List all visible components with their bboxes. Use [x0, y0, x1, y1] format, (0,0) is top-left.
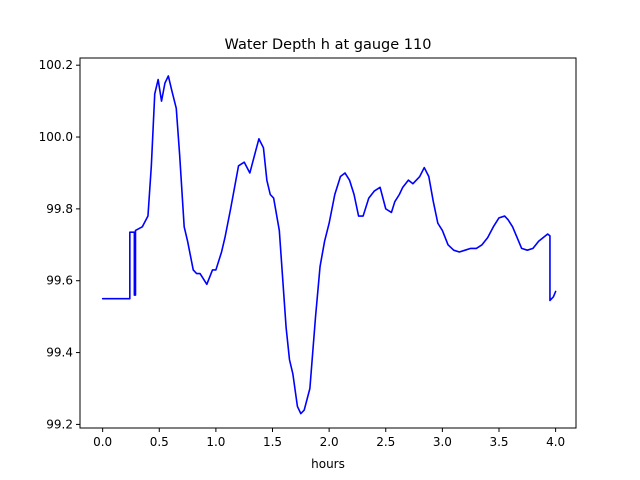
chart-title: Water Depth h at gauge 110: [225, 37, 432, 53]
x-tick-label: 3.0: [433, 435, 452, 449]
x-tick-label: 4.0: [546, 435, 565, 449]
series-layer: [101, 75, 557, 415]
x-tick-label: 0.0: [93, 435, 112, 449]
x-tick-label: 2.5: [376, 435, 395, 449]
series-line-1: [101, 75, 557, 415]
x-tick-label: 3.5: [489, 435, 508, 449]
y-tick-label: 99.8: [46, 202, 73, 216]
x-tick-label: 0.5: [150, 435, 169, 449]
x-axis-label: hours: [311, 457, 345, 471]
y-tick-label: 99.4: [46, 346, 73, 360]
y-tick-label: 100.0: [39, 130, 73, 144]
y-axis-ticks: 99.2 99.4 99.6 99.8 100.0 100.2: [39, 58, 80, 431]
y-tick-label: 99.6: [46, 274, 73, 288]
x-tick-label: 1.0: [206, 435, 225, 449]
x-tick-label: 1.5: [263, 435, 282, 449]
x-tick-label: 2.0: [320, 435, 339, 449]
x-axis-ticks: 0.0 0.5 1.0 1.5 2.0 2.5 3.0 3.5 4.0: [93, 428, 565, 449]
y-tick-label: 100.2: [39, 58, 73, 72]
plot-area: [80, 58, 576, 428]
plot-frame: [79, 57, 577, 429]
y-tick-label: 99.2: [46, 417, 73, 431]
